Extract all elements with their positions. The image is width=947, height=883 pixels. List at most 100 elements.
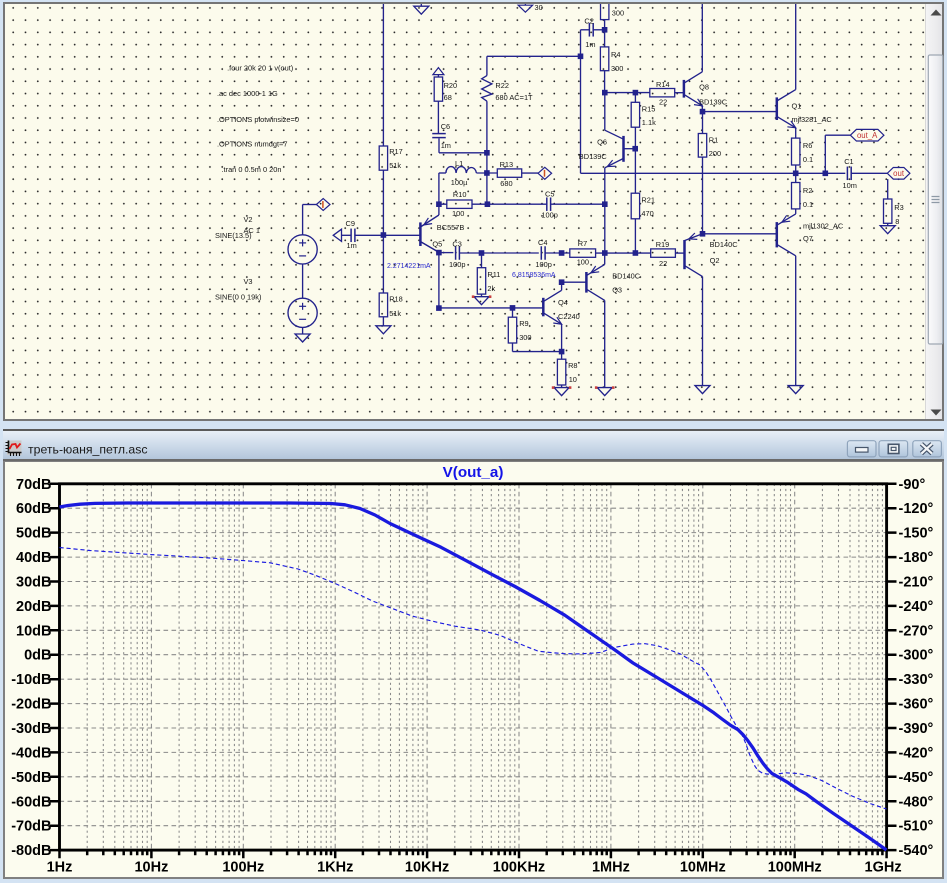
svg-text:out_A: out_A [857, 131, 878, 140]
svg-text:6.8158536mA: 6.8158536mA [512, 272, 556, 279]
svg-text:300: 300 [612, 9, 624, 18]
svg-text:22: 22 [659, 97, 667, 106]
svg-text:Q8: Q8 [699, 83, 709, 92]
svg-text:SINE(13.5): SINE(13.5) [215, 231, 252, 240]
svg-text:C5: C5 [545, 190, 554, 199]
svg-text:1GHz: 1GHz [865, 860, 902, 876]
svg-text:C3: C3 [452, 239, 461, 248]
svg-text:Q6: Q6 [597, 138, 607, 147]
svg-text:100p: 100p [535, 260, 551, 269]
svg-text:2.2714221mA: 2.2714221mA [387, 263, 431, 270]
svg-text:1m: 1m [585, 40, 595, 49]
svg-text:V(out_a): V(out_a) [443, 464, 504, 481]
svg-text:0dB: 0dB [24, 648, 51, 664]
svg-text:BD139C: BD139C [579, 152, 608, 161]
svg-text:BD139C: BD139C [699, 98, 728, 107]
svg-text:-240°: -240° [899, 599, 934, 615]
svg-text:Q7: Q7 [803, 234, 813, 243]
svg-text:R7: R7 [578, 239, 587, 248]
svg-text:C1: C1 [844, 157, 853, 166]
svg-text:-30dB: -30dB [11, 721, 51, 737]
svg-text:Q1: Q1 [792, 102, 802, 111]
svg-text:51k: 51k [389, 161, 401, 170]
svg-text:-450°: -450° [899, 770, 934, 786]
svg-text:Q2: Q2 [710, 256, 720, 265]
svg-text:-20dB: -20dB [11, 697, 51, 713]
svg-text:100MHz: 100MHz [768, 860, 822, 876]
svg-text:R14: R14 [656, 80, 670, 89]
svg-text:R3: R3 [894, 203, 903, 212]
svg-text:C2240: C2240 [558, 312, 580, 321]
svg-text:C9: C9 [346, 219, 355, 228]
svg-text:1MHz: 1MHz [592, 860, 630, 876]
svg-text:out: out [893, 169, 905, 178]
svg-text:Q3: Q3 [612, 285, 622, 294]
svg-text:V3: V3 [244, 277, 253, 286]
svg-text:AC 1: AC 1 [244, 226, 260, 235]
svg-text:1KHz: 1KHz [317, 860, 353, 876]
svg-text:L1: L1 [455, 159, 463, 168]
svg-text:100: 100 [577, 257, 589, 266]
svg-text:R17: R17 [389, 147, 403, 156]
svg-text:mjl1302_AC: mjl1302_AC [803, 222, 844, 231]
svg-text:10dB: 10dB [16, 623, 51, 639]
svg-text:40dB: 40dB [16, 550, 51, 566]
svg-text:R9: R9 [519, 319, 528, 328]
svg-text:200: 200 [709, 149, 721, 158]
svg-text:1.1k: 1.1k [642, 118, 656, 127]
svg-text:-40dB: -40dB [11, 745, 51, 761]
svg-text:.OPTIONS plotwinsize=0: .OPTIONS plotwinsize=0 [217, 115, 299, 124]
svg-text:R8: R8 [568, 361, 577, 370]
svg-text:R21: R21 [641, 196, 655, 205]
svg-text:R15: R15 [642, 105, 656, 114]
svg-text:R19: R19 [656, 240, 670, 249]
svg-text:-480°: -480° [899, 794, 934, 810]
svg-text:100KHz: 100KHz [493, 860, 545, 876]
svg-text:10MHz: 10MHz [680, 860, 726, 876]
svg-text:100µ: 100µ [451, 178, 468, 187]
svg-text:-510°: -510° [899, 819, 934, 835]
svg-text:-270°: -270° [899, 623, 934, 639]
svg-text:-390°: -390° [899, 721, 934, 737]
svg-text:-90°: -90° [899, 477, 926, 493]
svg-text:-150°: -150° [899, 526, 934, 542]
svg-text:10Hz: 10Hz [134, 860, 168, 876]
svg-text:10m: 10m [843, 181, 857, 190]
svg-text:10KHz: 10KHz [405, 860, 449, 876]
svg-text:R13: R13 [500, 160, 514, 169]
svg-text:R10: R10 [453, 190, 467, 199]
svg-text:0.1: 0.1 [803, 155, 813, 164]
svg-text:.tran 0 0.5m 0 20n: .tran 0 0.5m 0 20n [222, 165, 282, 174]
svg-text:-80dB: -80dB [11, 843, 51, 859]
svg-text:R1: R1 [709, 136, 718, 145]
svg-text:C6: C6 [441, 122, 450, 131]
svg-text:-10dB: -10dB [11, 672, 51, 688]
svg-text:Q5: Q5 [432, 240, 442, 249]
svg-text:треть-юаня_петл.asc: треть-юаня_петл.asc [28, 443, 148, 457]
svg-text:8: 8 [895, 217, 899, 226]
svg-text:-420°: -420° [899, 745, 934, 761]
svg-text:R22: R22 [495, 81, 509, 90]
svg-text:-60dB: -60dB [11, 794, 51, 810]
svg-text:30: 30 [535, 3, 543, 12]
svg-text:BC557B: BC557B [437, 223, 465, 232]
svg-text:C2: C2 [584, 17, 593, 26]
svg-text:680 AC=1T: 680 AC=1T [495, 93, 533, 102]
svg-text:-180°: -180° [899, 550, 934, 566]
svg-text:50dB: 50dB [16, 526, 51, 542]
svg-text:BD140C: BD140C [710, 240, 739, 249]
svg-text:R2: R2 [803, 186, 812, 195]
svg-text:mjl3281_AC: mjl3281_AC [792, 115, 833, 124]
svg-text:1m: 1m [347, 241, 357, 250]
svg-text:100p: 100p [541, 210, 557, 219]
svg-text:10: 10 [569, 375, 577, 384]
svg-text:-330°: -330° [899, 672, 934, 688]
svg-text:300: 300 [519, 333, 531, 342]
svg-text:SINE(0 0 19k): SINE(0 0 19k) [215, 293, 261, 302]
svg-text:20dB: 20dB [16, 599, 51, 615]
svg-text:BD140C: BD140C [612, 271, 641, 280]
svg-text:.four 20k 20 1 v(out): .four 20k 20 1 v(out) [227, 63, 293, 72]
svg-text:22: 22 [659, 259, 667, 268]
svg-text:300: 300 [611, 64, 623, 73]
svg-text:70dB: 70dB [16, 477, 51, 493]
